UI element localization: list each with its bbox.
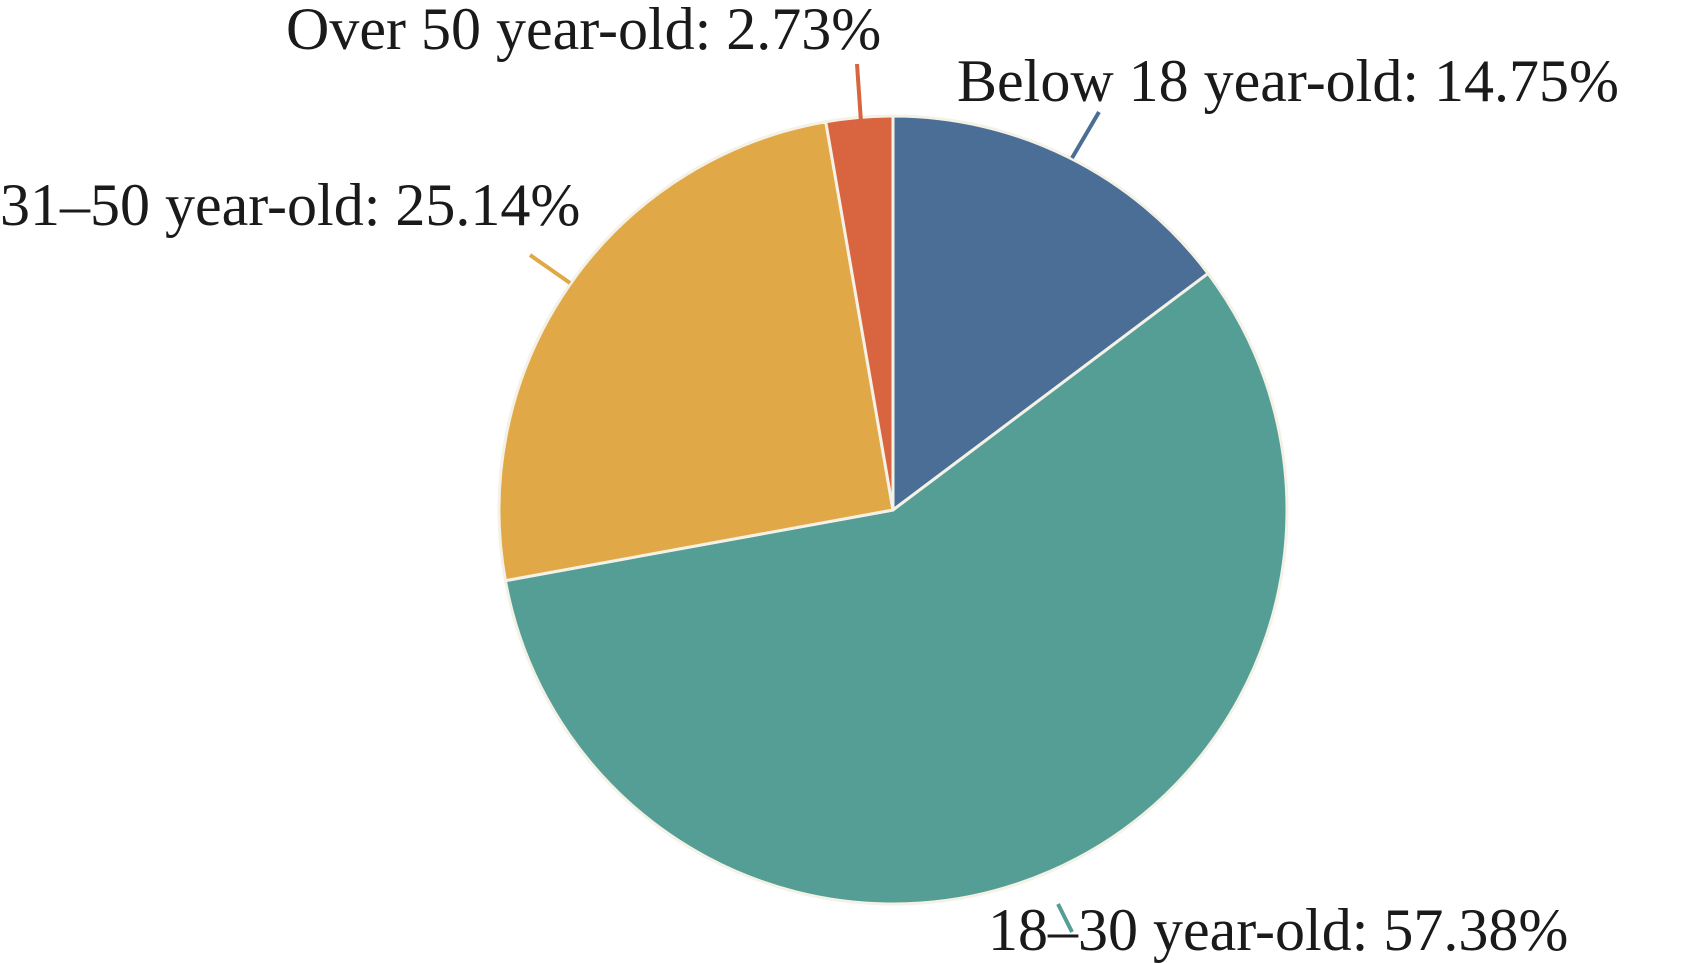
pie-slices <box>497 114 1289 906</box>
slice-31-50 <box>497 120 895 583</box>
leader-line-over-50 <box>855 63 863 123</box>
slice-below-18 <box>891 114 1210 512</box>
leader-line-31-50 <box>528 253 572 285</box>
label-over-50: Over 50 year-old: 2.73% <box>286 0 881 62</box>
slice-labels: Below 18 year-old: 14.75% 18–30 year-old… <box>0 0 1619 963</box>
label-below-18: Below 18 year-old: 14.75% <box>957 48 1619 114</box>
slice-18-30 <box>503 271 1289 906</box>
label-18-30: 18–30 year-old: 57.38% <box>988 897 1568 963</box>
leader-lines <box>528 63 1101 933</box>
leader-line-18-30 <box>1056 903 1074 933</box>
label-31-50: 31–50 year-old: 25.14% <box>0 172 580 238</box>
leader-line-below-18 <box>1070 110 1101 160</box>
